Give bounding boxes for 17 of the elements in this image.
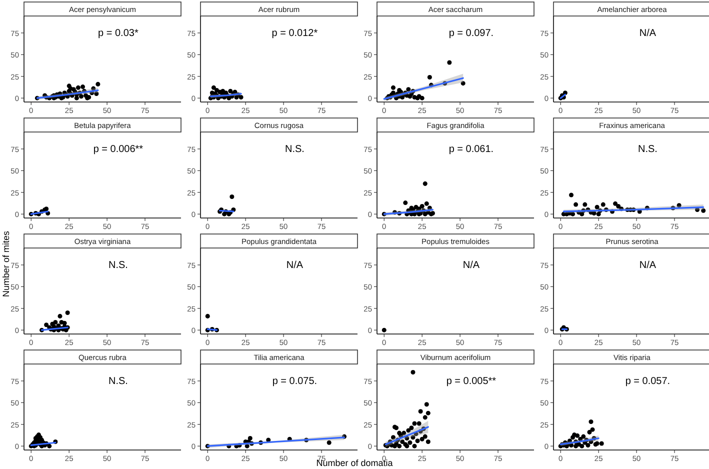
annotation: p = 0.006**	[93, 144, 144, 155]
annotation: N/A	[462, 260, 480, 271]
annotation: p = 0.097.	[448, 28, 494, 39]
annotation: p = 0.03*	[98, 28, 138, 39]
annotation: p = 0.005**	[446, 376, 496, 387]
y-axis-title: Number of mites	[1, 230, 11, 298]
annotation: p = 0.061.	[448, 144, 494, 155]
annotation: N.S.	[638, 144, 658, 155]
annotation: N/A	[639, 260, 656, 271]
annotation: p = 0.057.	[625, 376, 670, 387]
annotation: N/A	[639, 28, 656, 39]
annotation: p = 0.075.	[272, 376, 318, 387]
annotation: N.S.	[284, 144, 304, 155]
annotation: N.S.	[108, 376, 128, 387]
annotation: N/A	[286, 260, 304, 271]
annotation: p = 0.012*	[272, 28, 318, 39]
annotation: N.S.	[108, 260, 128, 271]
